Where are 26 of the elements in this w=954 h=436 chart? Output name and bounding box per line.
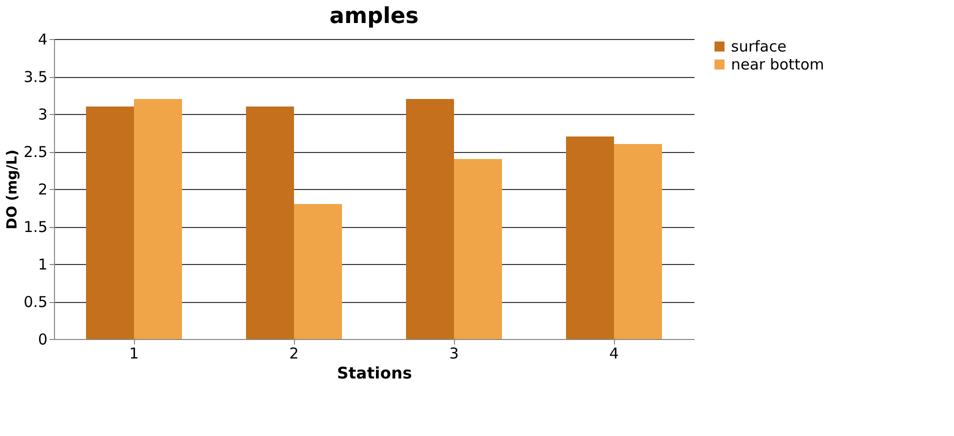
x-tick-label: 4 — [609, 344, 619, 362]
y-tick-label: 2.5 — [24, 143, 48, 161]
x-tick-label: 3 — [449, 344, 459, 362]
bar — [454, 159, 502, 339]
y-tick-label: 4 — [38, 30, 48, 48]
y-axis-title: DO (mg/L) — [4, 150, 21, 230]
legend-label: near bottom — [731, 56, 824, 74]
x-axis-title: Stations — [336, 364, 412, 382]
bar — [246, 106, 294, 339]
legend-label: surface — [731, 38, 786, 56]
y-tick-label: 3 — [38, 106, 48, 124]
y-tick-label: 0.5 — [24, 293, 48, 311]
y-tick-label: 0 — [38, 330, 48, 348]
bar — [294, 204, 342, 339]
y-tick-label: 3.5 — [24, 68, 48, 86]
bar — [566, 136, 614, 339]
y-tick-label: 1 — [38, 256, 48, 274]
bar — [406, 99, 454, 339]
x-tick-label: 1 — [129, 344, 139, 362]
bar — [614, 144, 662, 339]
bar — [134, 99, 182, 339]
bar — [86, 106, 134, 339]
y-tick-label: 1.5 — [24, 218, 48, 236]
x-tick-label: 2 — [289, 344, 299, 362]
chart-title: amples — [329, 4, 419, 29]
y-tick-label: 2 — [38, 180, 48, 198]
